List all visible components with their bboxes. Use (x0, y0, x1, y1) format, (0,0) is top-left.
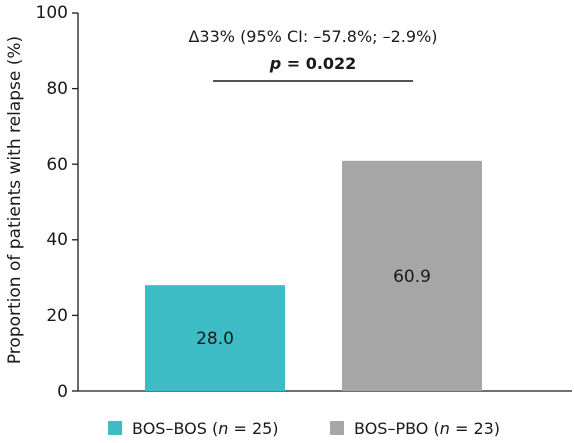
y-axis-title: Proportion of patients with relapse (%) (5, 36, 25, 364)
y-tick-label: 60 (46, 155, 68, 175)
legend-swatch-bos-bos (108, 421, 122, 435)
bar-value-label-bos-pbo: 60.9 (393, 267, 431, 287)
bar-bos-bos (145, 285, 285, 391)
p-label: p (269, 54, 281, 73)
legend-label-bos-pbo: BOS–PBO (n = 23) (354, 419, 500, 438)
bar-value-label-bos-bos: 28.0 (196, 329, 234, 349)
legend: BOS–BOS (n = 25) BOS–PBO (n = 23) (108, 419, 500, 438)
effect-annotation: Δ33% (95% CI: –57.8%; –2.9%) (188, 27, 437, 46)
y-tick-label: 40 (46, 230, 68, 250)
bars (145, 160, 482, 391)
p-value-annotation: p = 0.022 (269, 54, 357, 73)
p-value: = 0.022 (281, 54, 356, 73)
y-tick-label: 20 (46, 306, 68, 326)
y-tick-label: 80 (46, 79, 68, 99)
y-tick-marks (72, 12, 78, 392)
y-tick-labels: 0 20 40 60 80 100 (36, 3, 68, 402)
y-tick-label: 0 (57, 382, 68, 402)
bar-bos-pbo (342, 160, 482, 391)
y-tick-label: 100 (36, 3, 68, 23)
legend-label-bos-bos: BOS–BOS (n = 25) (132, 419, 279, 438)
legend-swatch-bos-pbo (330, 421, 344, 435)
